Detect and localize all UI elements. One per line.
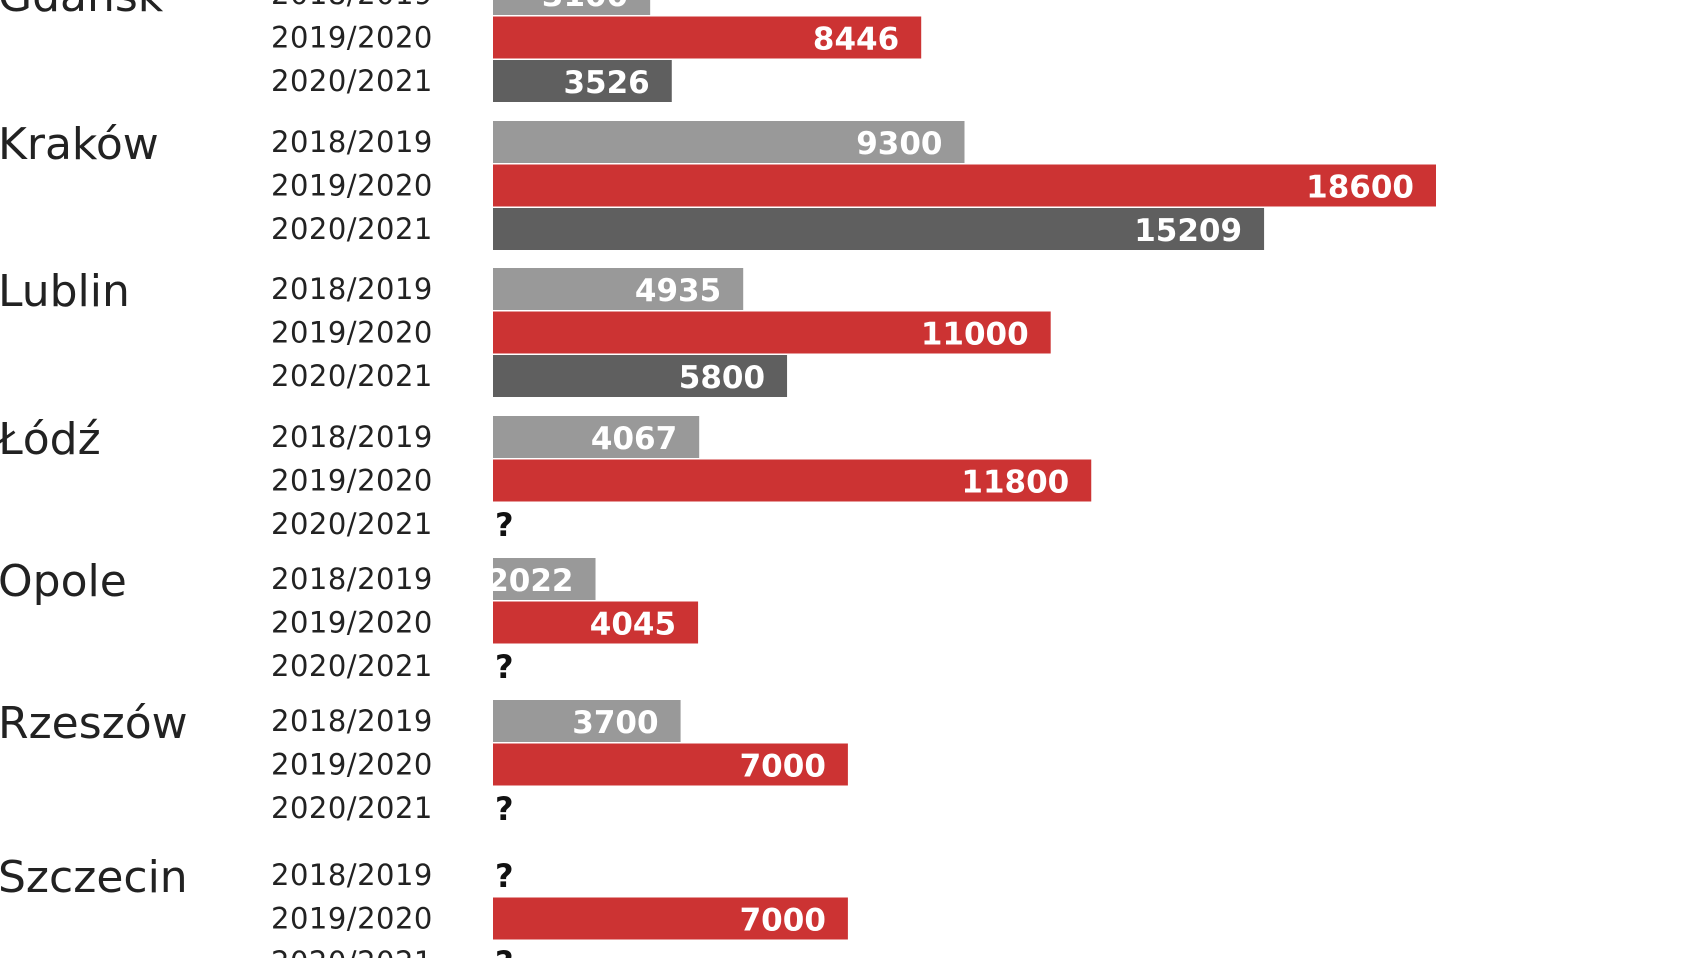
bar-value-label: 3526	[563, 65, 649, 101]
year-label: 2018/2019	[271, 562, 433, 596]
bar-value-label: 7000	[740, 749, 826, 785]
bar-value-label: 8446	[813, 22, 899, 58]
bar-value-label: 11000	[921, 317, 1029, 353]
bar-value-label: 4045	[590, 607, 676, 643]
unknown-value-marker: ?	[495, 648, 514, 686]
city-label: Rzeszów	[0, 698, 188, 749]
bar-value-label: 7000	[740, 903, 826, 939]
bar	[493, 268, 744, 310]
bar-value-label: 4935	[635, 273, 721, 309]
bar-value-label: 4067	[591, 421, 677, 457]
bar	[493, 558, 596, 600]
bar	[493, 700, 681, 742]
year-label: 2018/2019	[271, 272, 433, 306]
bar-value-label: 3100	[542, 0, 628, 14]
bar	[493, 16, 922, 59]
unknown-value-marker: ?	[495, 790, 514, 828]
city-label: Gdańsk	[0, 0, 164, 22]
year-label: 2018/2019	[271, 858, 433, 892]
year-label: 2020/2021	[271, 64, 433, 98]
bar-value-label: 18600	[1306, 170, 1414, 206]
year-label: 2020/2021	[271, 945, 433, 958]
year-label: 2019/2020	[271, 902, 433, 936]
unknown-value-marker: ?	[495, 944, 514, 958]
year-label: 2019/2020	[271, 316, 433, 350]
year-label: 2018/2019	[271, 125, 433, 159]
year-label: 2020/2021	[271, 507, 433, 541]
bar-value-label: 3700	[572, 705, 658, 741]
bar	[493, 0, 651, 15]
year-label: 2018/2019	[271, 704, 433, 738]
bar	[493, 897, 848, 940]
bar-value-label: 5800	[679, 360, 765, 396]
bar	[493, 208, 1265, 250]
bar-value-label: 11800	[961, 465, 1069, 501]
bar	[493, 121, 965, 163]
year-label: 2020/2021	[271, 359, 433, 393]
bar	[493, 355, 788, 397]
bar-value-label: 15209	[1134, 213, 1242, 249]
city-label: Łódź	[0, 414, 101, 465]
year-label: 2020/2021	[271, 791, 433, 825]
year-label: 2019/2020	[271, 464, 433, 498]
year-label: 2019/2020	[271, 21, 433, 55]
city-label: Lublin	[0, 266, 130, 317]
bar	[493, 416, 700, 458]
year-label: 2019/2020	[271, 748, 433, 782]
year-label: 2019/2020	[271, 169, 433, 203]
bar	[493, 164, 1436, 207]
bar-value-label: 9300	[856, 126, 942, 162]
city-label: Opole	[0, 556, 127, 607]
bar	[493, 311, 1051, 354]
bar-value-label: 2022	[487, 563, 573, 599]
unknown-value-marker: ?	[495, 506, 514, 544]
bar	[493, 743, 848, 786]
bar	[493, 601, 699, 644]
year-label: 2018/2019	[271, 420, 433, 454]
year-label: 2020/2021	[271, 212, 433, 246]
year-label: 2019/2020	[271, 606, 433, 640]
bar	[493, 459, 1092, 502]
year-label: 2020/2021	[271, 649, 433, 683]
unknown-value-marker: ?	[495, 857, 514, 895]
year-label: 2018/2019	[271, 0, 433, 11]
bar	[493, 60, 672, 102]
city-label: Kraków	[0, 119, 159, 170]
city-label: Szczecin	[0, 852, 188, 903]
